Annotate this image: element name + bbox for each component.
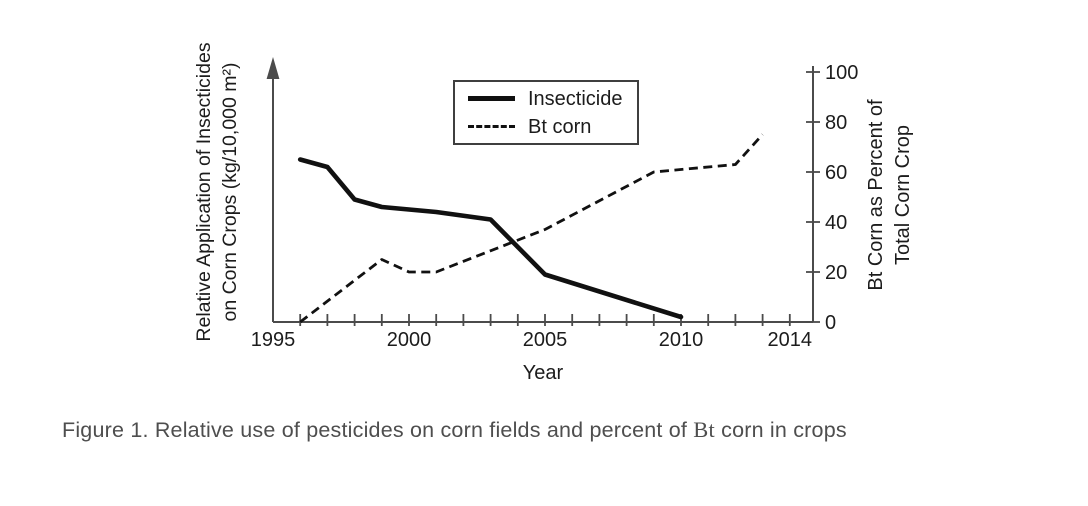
left-y-axis-arrowhead — [266, 57, 280, 79]
right-y-tick-label: 20 — [825, 262, 847, 284]
chart-legend: Insecticide Bt corn — [453, 80, 639, 145]
solid-line-swatch — [468, 96, 515, 101]
legend-label-insecticide: Insecticide — [528, 87, 623, 110]
dashed-line-swatch — [468, 125, 515, 128]
series-insecticide-line — [297, 157, 684, 320]
left-y-axis-title-line1: Relative Application of Insecticides — [193, 42, 215, 342]
caption-bt-term: Bt — [693, 417, 715, 442]
caption-prefix: Figure 1. Relative use of pesticides on … — [62, 418, 694, 442]
legend-label-bt-corn: Bt corn — [528, 115, 592, 138]
x-tick-label: 2014 — [768, 329, 813, 351]
right-y-axis-title-line1: Bt Corn as Percent of — [865, 99, 887, 291]
right-y-tick-label: 60 — [825, 162, 847, 184]
right-y-tick-label: 80 — [825, 112, 847, 134]
figure-caption: Figure 1. Relative use of pesticides on … — [62, 417, 847, 443]
x-tick-label: 1995 — [251, 329, 296, 351]
line-chart: 1995 2000 2005 2010 2014 0 20 40 60 80 100 — [251, 57, 858, 351]
right-y-tick-label: 40 — [825, 212, 847, 234]
legend-item-insecticide: Insecticide — [468, 89, 637, 109]
right-y-tick-label: 0 — [825, 312, 836, 334]
left-y-axis-title-line2: on Corn Crops (kg/10,000 m²) — [219, 62, 241, 322]
x-tick-label: 2010 — [659, 329, 704, 351]
x-tick-label: 2005 — [523, 329, 568, 351]
caption-suffix: corn in crops — [714, 418, 847, 442]
x-axis-title: Year — [522, 362, 564, 384]
right-y-axis-title: Bt Corn as Percent of Total Corn Crop — [863, 99, 917, 290]
legend-item-bt-corn: Bt corn — [468, 117, 637, 137]
series-bt-corn-line — [299, 133, 764, 324]
x-tick-label: 2000 — [387, 329, 432, 351]
right-y-axis-title-line2: Total Corn Crop — [892, 124, 914, 266]
left-y-axis-title: Relative Application of Insecticides on … — [191, 42, 243, 341]
right-y-tick-label: 100 — [825, 62, 858, 84]
